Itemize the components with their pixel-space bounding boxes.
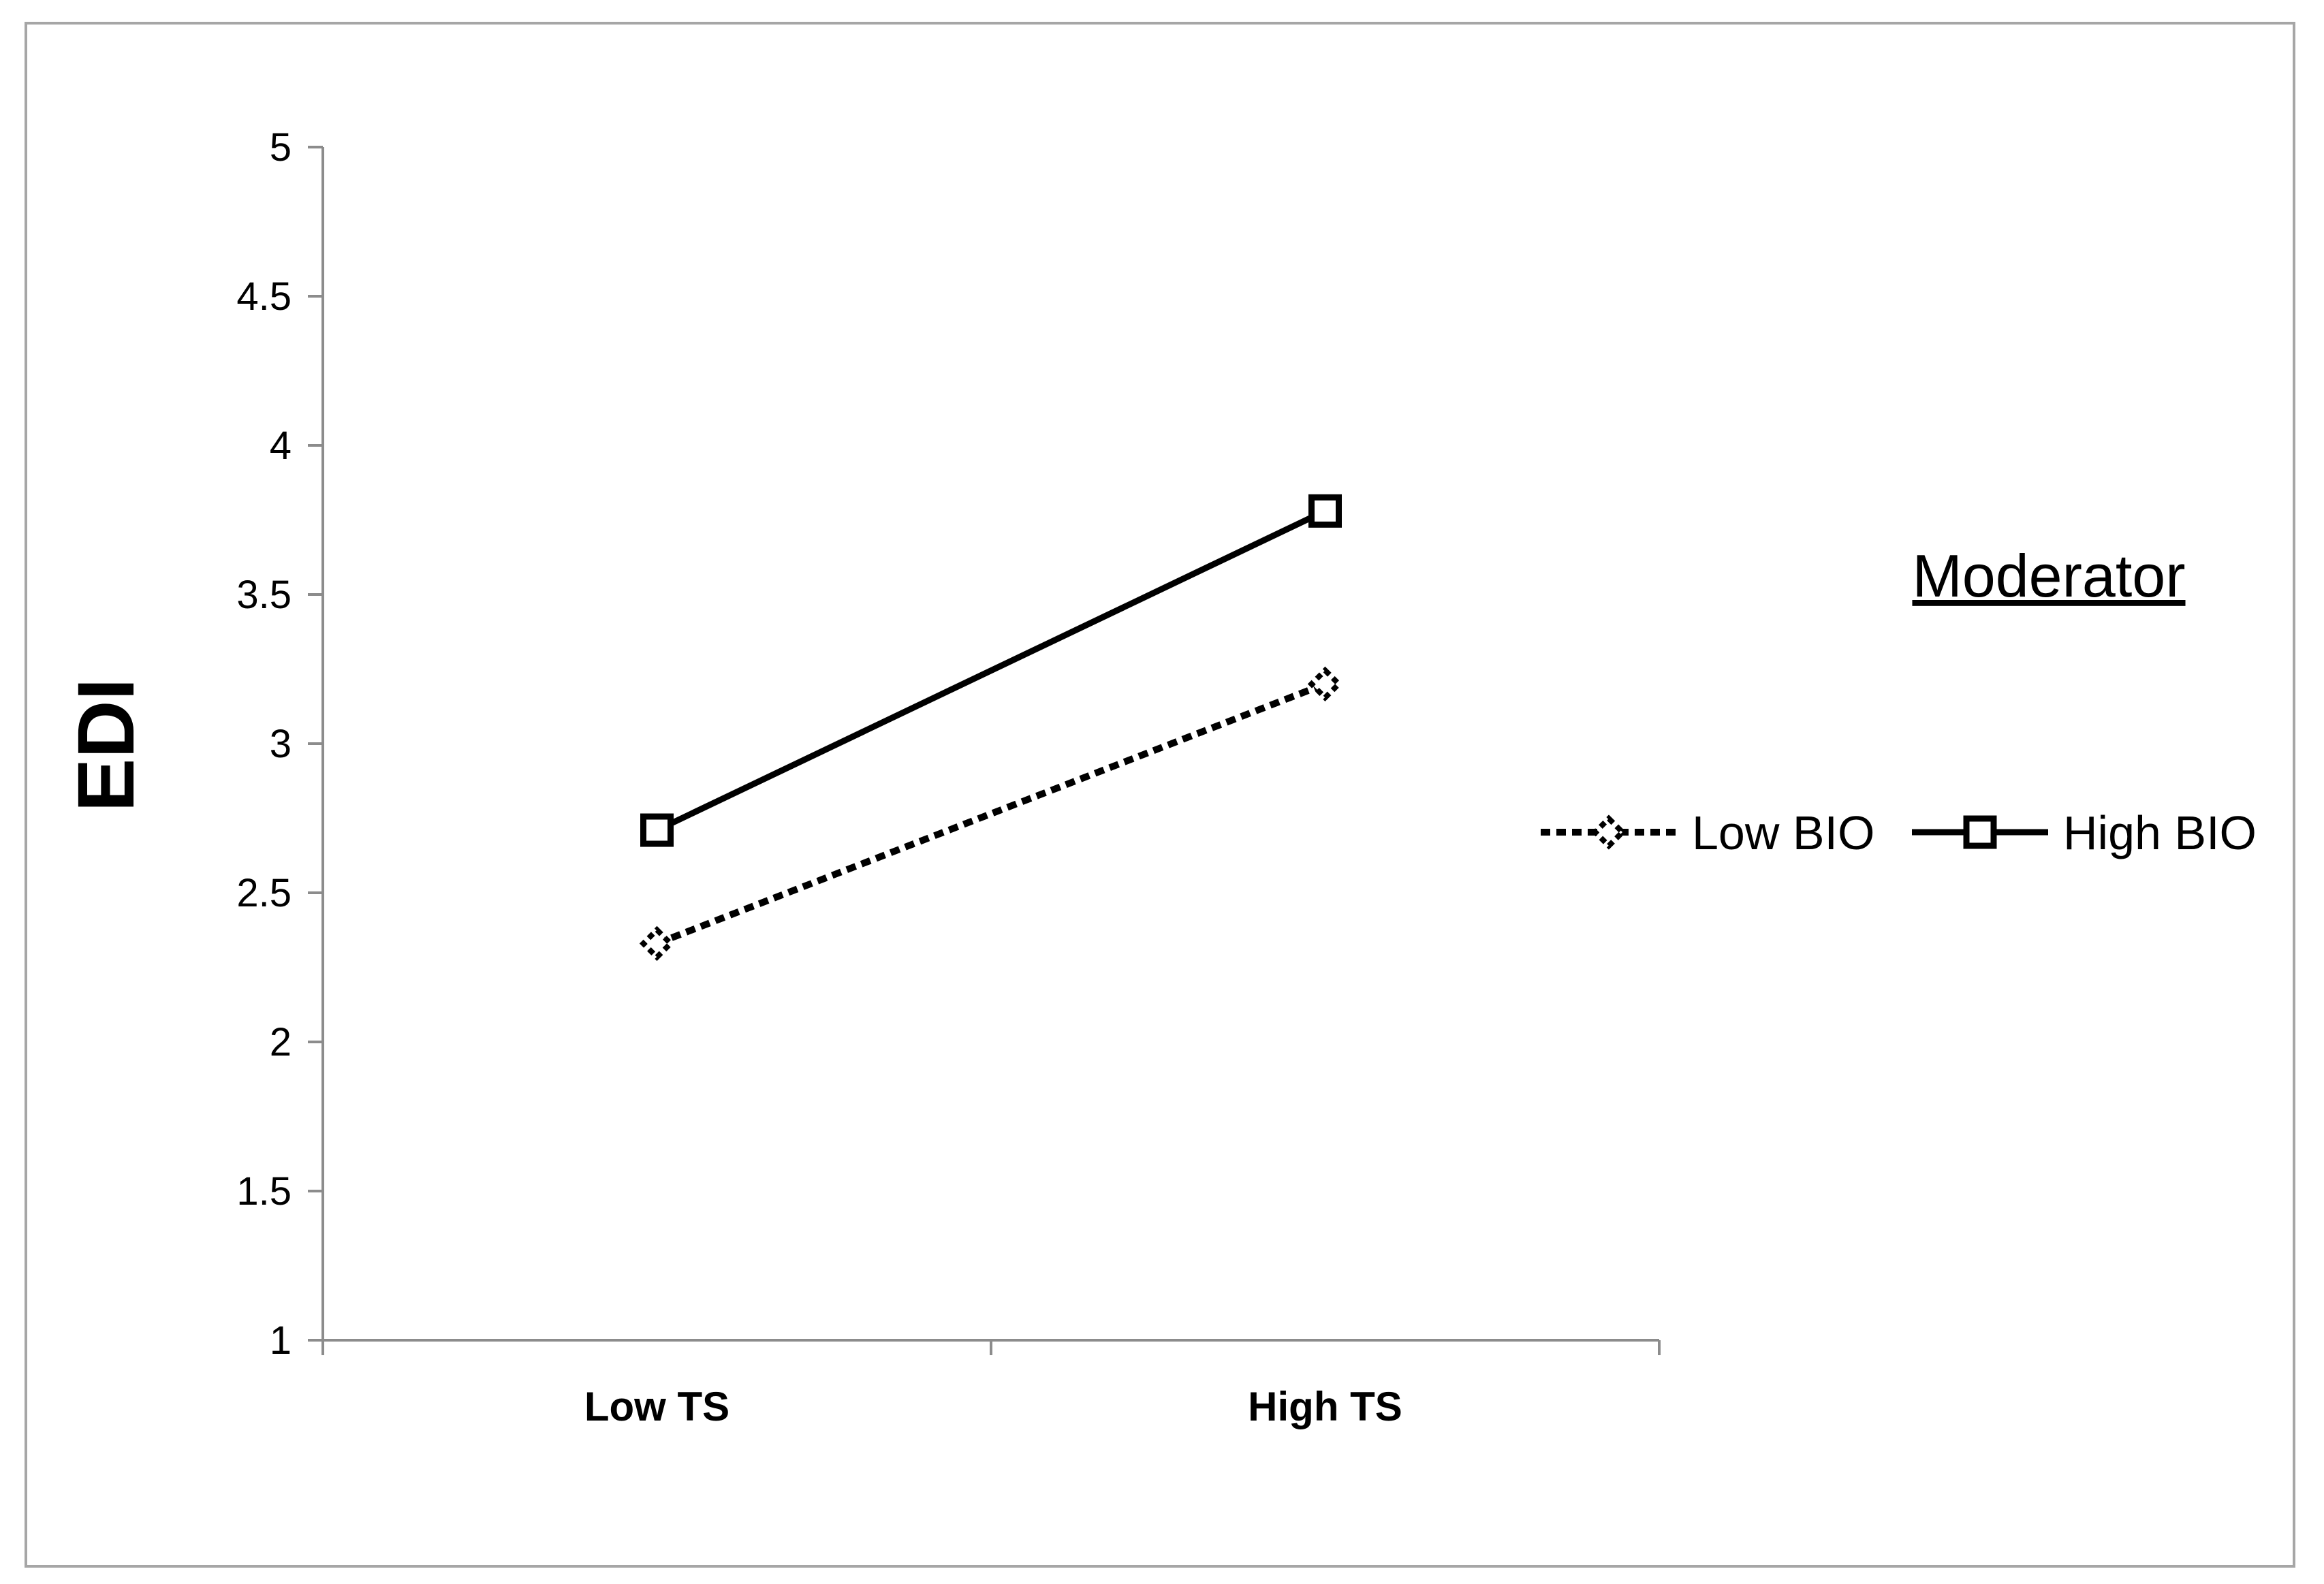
y-tick-group: 1 1.5 2 2.5 3 3.5 4 4.5 5 <box>236 125 323 1363</box>
y-axis-title: EDI <box>61 678 151 812</box>
y-tick-label: 1.5 <box>236 1169 292 1214</box>
y-tick-label: 3 <box>270 722 292 766</box>
y-tick-label: 3.5 <box>236 573 292 617</box>
legend-label: Low BIO <box>1692 806 1874 859</box>
chart-border <box>25 22 2295 1568</box>
y-tick-label: 1 <box>270 1318 292 1363</box>
x-tick-label: High TS <box>1248 1384 1402 1429</box>
legend: Low BIO High BIO <box>1541 806 2257 859</box>
y-tick-label: 5 <box>270 125 292 170</box>
series-high-bio <box>640 494 1342 847</box>
legend-swatch-marker <box>1591 814 1627 850</box>
y-tick-label: 4.5 <box>236 274 292 319</box>
data-point <box>1307 666 1343 702</box>
series-line <box>655 680 1327 947</box>
y-tick-label: 2.5 <box>236 871 292 915</box>
series-low-bio <box>639 666 1343 962</box>
x-tick-group: Low TS High TS <box>321 1340 1661 1429</box>
legend-label: High BIO <box>2063 806 2257 859</box>
data-point <box>640 813 674 847</box>
legend-title: Moderator <box>1912 542 2185 609</box>
x-tick-label: Low TS <box>584 1384 729 1429</box>
series-layer <box>639 494 1343 962</box>
series-line <box>655 508 1327 834</box>
y-tick-label: 4 <box>270 424 292 468</box>
data-point <box>639 925 675 962</box>
data-point <box>1308 494 1342 528</box>
y-tick-label: 2 <box>270 1020 292 1064</box>
legend-swatch-marker <box>1963 815 1997 849</box>
